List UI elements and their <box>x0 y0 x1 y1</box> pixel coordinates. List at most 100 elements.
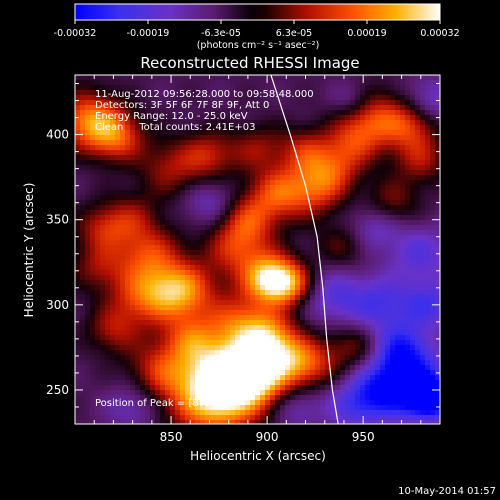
heatmap-cell <box>255 175 261 181</box>
heatmap-cell <box>80 375 86 381</box>
heatmap-cell <box>350 175 356 181</box>
heatmap-cell <box>205 205 211 211</box>
heatmap-cell <box>145 265 151 271</box>
heatmap-cell <box>180 365 186 371</box>
heatmap-cell <box>355 205 361 211</box>
heatmap-cell <box>90 295 96 301</box>
heatmap-cell <box>180 250 186 256</box>
heatmap-cell <box>290 310 296 316</box>
heatmap-cell <box>135 265 141 271</box>
heatmap-cell <box>290 160 296 166</box>
heatmap-cell <box>295 100 301 106</box>
heatmap-cell <box>240 335 246 341</box>
heatmap-cell <box>365 275 371 281</box>
heatmap-cell <box>270 370 276 376</box>
heatmap-cell <box>250 140 256 146</box>
heatmap-cell <box>240 240 246 246</box>
heatmap-cell <box>160 125 166 131</box>
heatmap-cell <box>140 160 146 166</box>
heatmap-cell <box>300 350 306 356</box>
heatmap-cell <box>280 365 286 371</box>
heatmap-cell <box>355 395 361 401</box>
heatmap-cell <box>195 145 201 151</box>
heatmap-cell <box>360 350 366 356</box>
heatmap-cell <box>95 215 101 221</box>
heatmap-cell <box>235 190 241 196</box>
heatmap-cell <box>215 305 221 311</box>
heatmap-cell <box>170 340 176 346</box>
heatmap-cell <box>330 410 336 416</box>
heatmap-cell <box>260 175 266 181</box>
heatmap-cell <box>180 150 186 156</box>
heatmap-cell <box>260 290 266 296</box>
heatmap-cell <box>430 160 436 166</box>
heatmap-cell <box>180 210 186 216</box>
heatmap-cell <box>140 400 146 406</box>
heatmap-cell <box>185 275 191 281</box>
heatmap-cell <box>410 360 416 366</box>
heatmap-cell <box>415 265 421 271</box>
heatmap-cell <box>320 300 326 306</box>
heatmap-cell <box>230 255 236 261</box>
heatmap-cell <box>260 80 266 86</box>
heatmap-cell <box>365 105 371 111</box>
heatmap-cell <box>105 150 111 156</box>
heatmap-cell <box>210 160 216 166</box>
heatmap-cell <box>190 205 196 211</box>
heatmap-cell <box>400 340 406 346</box>
heatmap-cell <box>420 320 426 326</box>
heatmap-cell <box>110 415 116 421</box>
heatmap-cell <box>315 390 321 396</box>
heatmap-cell <box>305 350 311 356</box>
heatmap-cell <box>295 275 301 281</box>
heatmap-cell <box>415 240 421 246</box>
heatmap-cell <box>285 180 291 186</box>
heatmap-cell <box>230 355 236 361</box>
heatmap-cell <box>330 235 336 241</box>
heatmap-cell <box>250 355 256 361</box>
heatmap-cell <box>315 380 321 386</box>
heatmap-cell <box>90 280 96 286</box>
heatmap-cell <box>180 175 186 181</box>
heatmap-cell <box>390 330 396 336</box>
heatmap-cell <box>375 120 381 126</box>
heatmap-cell <box>355 400 361 406</box>
heatmap-cell <box>155 260 161 266</box>
heatmap-cell <box>320 275 326 281</box>
heatmap-cell <box>370 390 376 396</box>
heatmap-cell <box>125 205 131 211</box>
heatmap-cell <box>345 300 351 306</box>
heatmap-cell <box>95 270 101 276</box>
heatmap-cell <box>155 340 161 346</box>
heatmap-cell <box>360 265 366 271</box>
heatmap-cell <box>185 370 191 376</box>
heatmap-cell <box>365 75 371 81</box>
heatmap-cell <box>350 150 356 156</box>
heatmap-cell <box>300 245 306 251</box>
heatmap-cell <box>165 200 171 206</box>
heatmap-cell <box>125 330 131 336</box>
heatmap-cell <box>355 140 361 146</box>
heatmap-cell <box>215 140 221 146</box>
heatmap-cell <box>120 170 126 176</box>
heatmap-cell <box>310 185 316 191</box>
heatmap-cell <box>370 370 376 376</box>
heatmap-cell <box>285 280 291 286</box>
heatmap-cell <box>380 115 386 121</box>
heatmap-cell <box>340 120 346 126</box>
heatmap-cell <box>405 295 411 301</box>
heatmap-cell <box>80 410 86 416</box>
heatmap-cell <box>285 340 291 346</box>
heatmap-cell <box>415 210 421 216</box>
heatmap-cell <box>390 345 396 351</box>
heatmap-cell <box>425 235 431 241</box>
heatmap-cell <box>155 230 161 236</box>
heatmap-cell <box>160 300 166 306</box>
heatmap-cell <box>85 370 91 376</box>
heatmap-cell <box>105 120 111 126</box>
heatmap-cell <box>95 250 101 256</box>
heatmap-cell <box>165 135 171 141</box>
heatmap-cell <box>355 340 361 346</box>
heatmap-cell <box>405 375 411 381</box>
heatmap-cell <box>200 235 206 241</box>
